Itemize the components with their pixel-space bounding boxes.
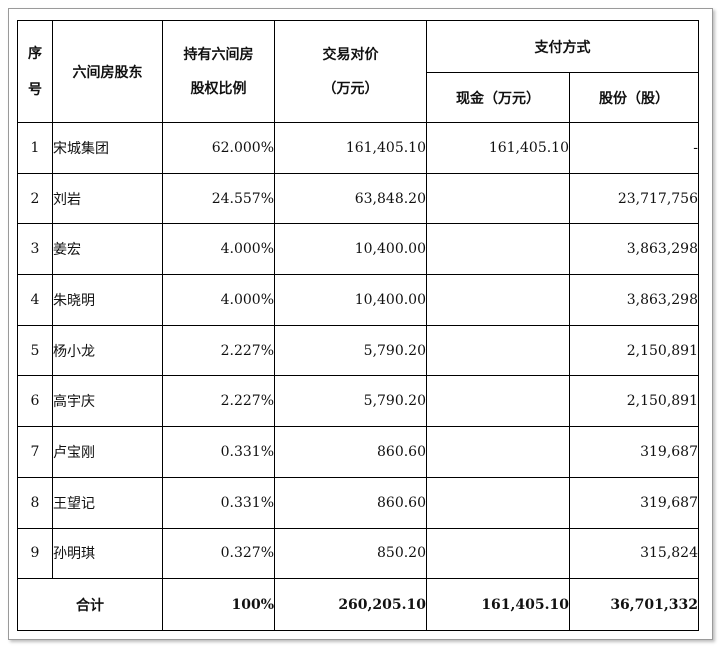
- cell-shares: 315,824: [569, 527, 699, 580]
- header-payment: 支付方式: [426, 20, 699, 73]
- header-seq: 序 号: [17, 20, 53, 123]
- total-cash: 161,405.10: [426, 578, 570, 632]
- table-body: 1 宋城集团 62.000% 161,405.10 161,405.10-2 刘岩 24.5…: [17, 122, 699, 580]
- table-row: 8 王望记 0.331% 860.60 319,687: [17, 476, 699, 529]
- cell-shares: 2,150,891: [569, 324, 699, 377]
- cell-price: 161,405.10: [274, 122, 427, 174]
- cell-holder: 朱晓明: [52, 274, 163, 326]
- header-shares: 股份（股）: [569, 72, 699, 123]
- cell-no: 3: [17, 223, 53, 276]
- cell-cash: [426, 223, 570, 276]
- total-shares: 36,701,332: [569, 578, 699, 632]
- header-ratio-line-2: 股权比例: [190, 80, 247, 97]
- cell-shares: 319,687: [569, 426, 699, 478]
- table-row: 4 朱晓明 4.000% 10,400.00 3,863,298: [17, 274, 699, 326]
- cell-shares: -: [569, 122, 699, 174]
- cell-shares: 3,863,298: [569, 223, 699, 276]
- cell-ratio: 0.327%: [162, 527, 275, 580]
- cell-price: 850.20: [274, 527, 427, 580]
- header-holder: 六间房股东: [52, 20, 163, 123]
- cell-no: 1: [17, 122, 53, 174]
- cell-holder: 高宇庆: [52, 375, 163, 428]
- cell-holder: 孙明琪: [52, 527, 163, 580]
- cell-holder: 杨小龙: [52, 324, 163, 377]
- cell-no: 7: [17, 426, 53, 478]
- cell-cash: [426, 375, 570, 428]
- table-row: 7 卢宝刚 0.331% 860.60 319,687: [17, 426, 699, 478]
- header-price-line-2: （万元）: [322, 80, 379, 97]
- cell-shares: 23,717,756: [569, 172, 699, 225]
- cell-price: 5,790.20: [274, 375, 427, 428]
- total-label: 合计: [17, 578, 163, 632]
- cell-ratio: 0.331%: [162, 476, 275, 529]
- cell-holder: 王望记: [52, 476, 163, 529]
- cell-cash: [426, 172, 570, 225]
- cell-holder: 姜宏: [52, 223, 163, 276]
- cell-ratio: 62.000%: [162, 122, 275, 174]
- cell-price: 63,848.20: [274, 172, 427, 225]
- cell-holder: 卢宝刚: [52, 426, 163, 478]
- cell-holder: 刘岩: [52, 172, 163, 225]
- cell-price: 5,790.20: [274, 324, 427, 377]
- header-seq-line-2: 号: [28, 81, 42, 98]
- header-seq-line-1: 序: [28, 45, 42, 62]
- cell-no: 6: [17, 375, 53, 428]
- header-price-line-1: 交易对价: [322, 46, 379, 63]
- cell-cash: [426, 426, 570, 478]
- table-row: 1 宋城集团 62.000% 161,405.10 161,405.10-: [17, 122, 699, 174]
- shareholder-table: 序 号 六间房股东 持有六间房 股权比例 交易对价 （万元） 支付方式 现金（万…: [17, 20, 699, 632]
- table-row: 5 杨小龙 2.227% 5,790.20 2,150,891: [17, 324, 699, 377]
- table-row: 6 高宇庆 2.227% 5,790.20 2,150,891: [17, 375, 699, 428]
- cell-cash: 161,405.10: [426, 122, 570, 174]
- cell-shares: 2,150,891: [569, 375, 699, 428]
- header-row-1: 序 号 六间房股东 持有六间房 股权比例 交易对价 （万元） 支付方式: [17, 20, 699, 123]
- cell-no: 8: [17, 476, 53, 529]
- cell-price: 860.60: [274, 426, 427, 478]
- cell-ratio: 4.000%: [162, 223, 275, 276]
- cell-no: 9: [17, 527, 53, 580]
- total-ratio: 100%: [162, 578, 275, 632]
- cell-price: 10,400.00: [274, 274, 427, 326]
- cell-ratio: 0.331%: [162, 426, 275, 478]
- cell-shares: 319,687: [569, 476, 699, 529]
- cell-cash: [426, 527, 570, 580]
- cell-shares: 3,863,298: [569, 274, 699, 326]
- header-price: 交易对价 （万元）: [274, 20, 427, 123]
- table-row: 3 姜宏 4.000% 10,400.00 3,863,298: [17, 223, 699, 276]
- cell-ratio: 2.227%: [162, 324, 275, 377]
- cell-ratio: 4.000%: [162, 274, 275, 326]
- table-row: 2 刘岩 24.557% 63,848.20 23,717,756: [17, 172, 699, 225]
- total-price: 260,205.10: [274, 578, 427, 632]
- cell-ratio: 2.227%: [162, 375, 275, 428]
- cell-cash: [426, 476, 570, 529]
- cell-cash: [426, 274, 570, 326]
- cell-no: 5: [17, 324, 53, 377]
- table-row: 9 孙明琪 0.327% 850.20 315,824: [17, 527, 699, 580]
- header-cash: 现金（万元）: [426, 72, 570, 123]
- header-ratio-line-1: 持有六间房: [183, 46, 254, 63]
- cell-price: 860.60: [274, 476, 427, 529]
- total-row: 合计 100% 260,205.10 161,405.10 36,701,332: [17, 578, 699, 632]
- cell-no: 4: [17, 274, 53, 326]
- cell-price: 10,400.00: [274, 223, 427, 276]
- cell-no: 2: [17, 172, 53, 225]
- header-row-2: 现金（万元） 股份（股）: [18, 72, 699, 123]
- cell-cash: [426, 324, 570, 377]
- cell-holder: 宋城集团: [52, 122, 163, 174]
- cell-ratio: 24.557%: [162, 172, 275, 225]
- header-ratio: 持有六间房 股权比例: [162, 20, 275, 123]
